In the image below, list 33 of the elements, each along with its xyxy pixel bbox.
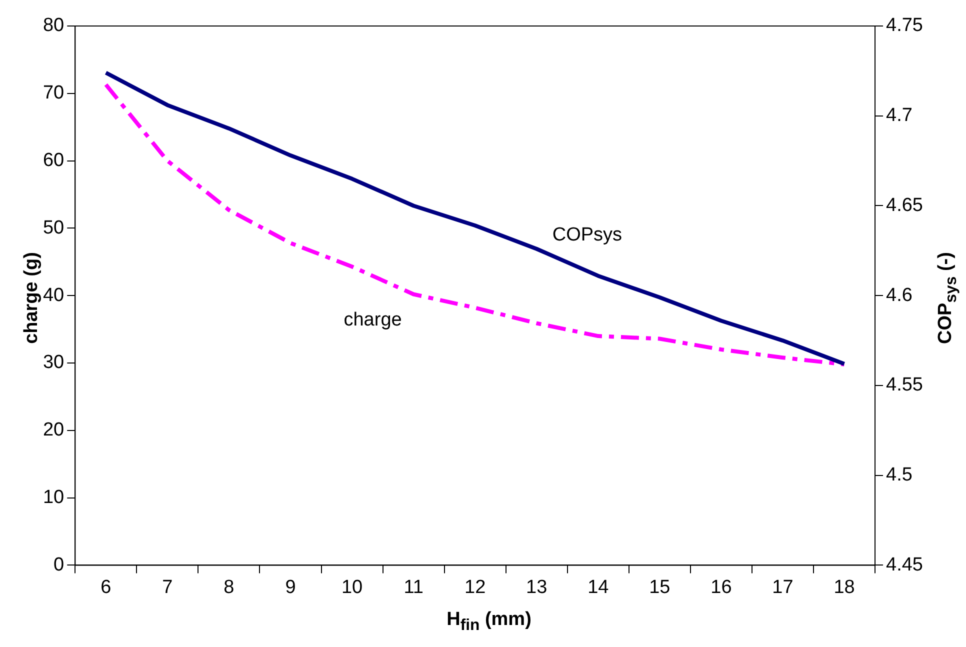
y2-tick-label: 4.75 [886,15,924,36]
x-axis-title: H$_{fin}$ (mm) [446,609,532,635]
y2-tick-label: 4.65 [886,194,924,216]
x-tick-label: 8 [224,576,234,598]
x-tick-label: 10 [341,576,363,598]
x-tick-label: 13 [526,576,548,598]
y-tick-label: 20 [42,420,64,441]
y-tick-label: 0 [54,554,64,576]
y-tick-label: 80 [42,15,64,36]
x-tick-label: 17 [772,576,794,598]
x-tick-label: 7 [162,576,173,598]
x-tick-label: 15 [649,576,670,598]
x-tick-label: 18 [834,576,855,598]
x-tick-label: 14 [588,576,610,598]
y-tick-label: 60 [42,150,64,172]
y-axis-title: charge (g) [21,252,43,344]
y-tick-label: 30 [42,352,64,374]
x-tick-label: 6 [100,576,112,598]
y-tick-label: 70 [42,82,64,104]
x-tick-label: 12 [464,576,486,598]
series-label: COPsys [552,224,622,246]
y2-tick-label: 4.6 [886,284,912,306]
y-tick-label: 50 [42,217,64,238]
y2-tick-label: 4.5 [886,464,912,486]
series-label: charge [344,309,402,330]
y-tick-label: 10 [42,487,64,508]
y2-tick-label: 4.7 [886,105,912,126]
y2-tick-label: 4.55 [886,374,924,396]
x-tick-label: 9 [285,576,296,598]
x-tick-label: 11 [404,576,424,598]
x-tick-label: 16 [710,576,732,598]
y2-tick-label: 4.45 [886,554,924,576]
y-tick-label: 40 [42,284,64,306]
